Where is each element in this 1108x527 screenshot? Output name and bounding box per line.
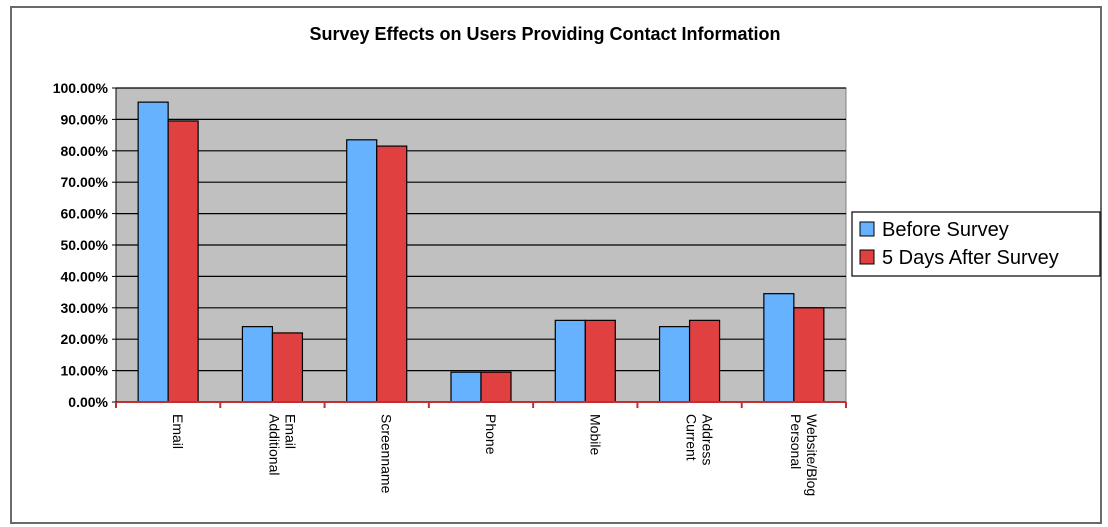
legend-swatch bbox=[859, 249, 875, 265]
y-tick-label: 40.00% bbox=[61, 268, 109, 284]
y-tick-label: 90.00% bbox=[61, 111, 109, 127]
bar-after bbox=[376, 145, 408, 403]
bar-before bbox=[554, 319, 586, 403]
bar-before bbox=[346, 139, 378, 403]
legend-swatch bbox=[859, 221, 875, 237]
x-category-label: Phone bbox=[483, 414, 499, 455]
y-tick-label: 100.00% bbox=[53, 80, 109, 96]
bar-after bbox=[688, 319, 721, 403]
bar-after bbox=[167, 120, 199, 403]
y-tick-label: 50.00% bbox=[61, 237, 109, 253]
bar-before bbox=[658, 326, 691, 403]
bar-after bbox=[584, 319, 616, 403]
x-category-label: Additional bbox=[266, 414, 282, 476]
y-tick-label: 60.00% bbox=[61, 206, 109, 222]
bar-after bbox=[271, 332, 304, 403]
legend-label: 5 Days After Survey bbox=[882, 247, 1059, 269]
y-tick-label: 20.00% bbox=[61, 331, 109, 347]
x-category-label: Email bbox=[170, 414, 186, 449]
legend-box bbox=[851, 211, 1101, 277]
y-tick-label: 0.00% bbox=[68, 394, 108, 410]
bar-before bbox=[137, 101, 169, 403]
bar-before bbox=[450, 371, 482, 403]
bar-after bbox=[793, 307, 825, 403]
y-tick-label: 80.00% bbox=[61, 143, 109, 159]
x-category-label: Personal bbox=[788, 414, 804, 469]
chart-title: Survey Effects on Users Providing Contac… bbox=[309, 24, 780, 44]
y-tick-label: 70.00% bbox=[61, 174, 109, 190]
bar-before bbox=[241, 326, 274, 403]
x-category-label: Mobile bbox=[587, 414, 603, 455]
x-category-label: Address bbox=[700, 414, 716, 465]
bar-before bbox=[763, 293, 795, 403]
x-category-label: Website/Blog bbox=[804, 414, 820, 496]
y-tick-label: 10.00% bbox=[61, 363, 109, 379]
x-category-label: Current bbox=[684, 414, 700, 461]
bar-after bbox=[480, 371, 512, 403]
y-tick-label: 30.00% bbox=[61, 300, 109, 316]
x-category-label: Screenname bbox=[379, 414, 395, 494]
legend-label: Before Survey bbox=[882, 219, 1009, 241]
x-category-label: Email bbox=[282, 414, 298, 449]
